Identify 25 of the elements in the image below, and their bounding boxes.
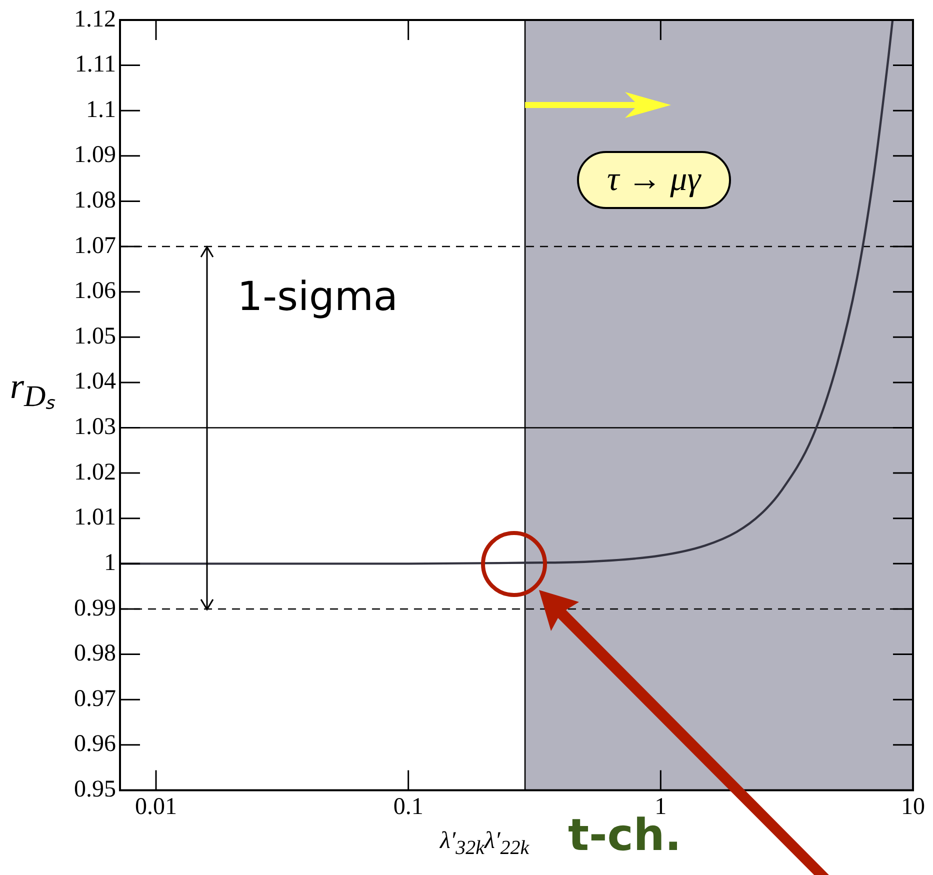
y-tick-label: 0.97 <box>74 686 116 712</box>
y-tick-label: 1.09 <box>74 142 116 168</box>
y-tick-label: 0.96 <box>74 731 116 758</box>
x-tick-label: 10 <box>901 794 925 820</box>
x-axis-title: λ′$_{32k}$λ′$_{22k}$ <box>440 828 530 860</box>
y-tick-label: 1.11 <box>74 52 116 78</box>
y-tick-label: 0.98 <box>74 640 116 667</box>
y-axis-title: r$_{Dₛ}$ <box>10 365 55 416</box>
y-tick-label: 0.99 <box>74 595 116 622</box>
y-tick-label: 1.02 <box>74 459 116 486</box>
y-tick-label: 1.03 <box>74 414 116 440</box>
y-tick-label: 1.01 <box>74 504 116 531</box>
y-tick-label: 1 <box>104 550 116 576</box>
annotation: τ → μγ <box>577 150 731 209</box>
x-tick-label: 0.01 <box>135 794 177 820</box>
y-tick-label: 1.12 <box>74 6 116 32</box>
y-tick-label: 1.05 <box>74 323 116 350</box>
y-tick-label: 1.04 <box>74 368 116 395</box>
annotation: 1-sigma <box>237 274 398 320</box>
y-tick-label: 1.07 <box>74 232 116 259</box>
y-tick-label: 0.95 <box>74 776 116 802</box>
y-tick-label: 1.08 <box>74 188 116 214</box>
y-tick-label: 1.1 <box>86 96 116 123</box>
x-tick-label: 0.1 <box>393 794 424 820</box>
y-tick-label: 1.06 <box>74 278 116 304</box>
